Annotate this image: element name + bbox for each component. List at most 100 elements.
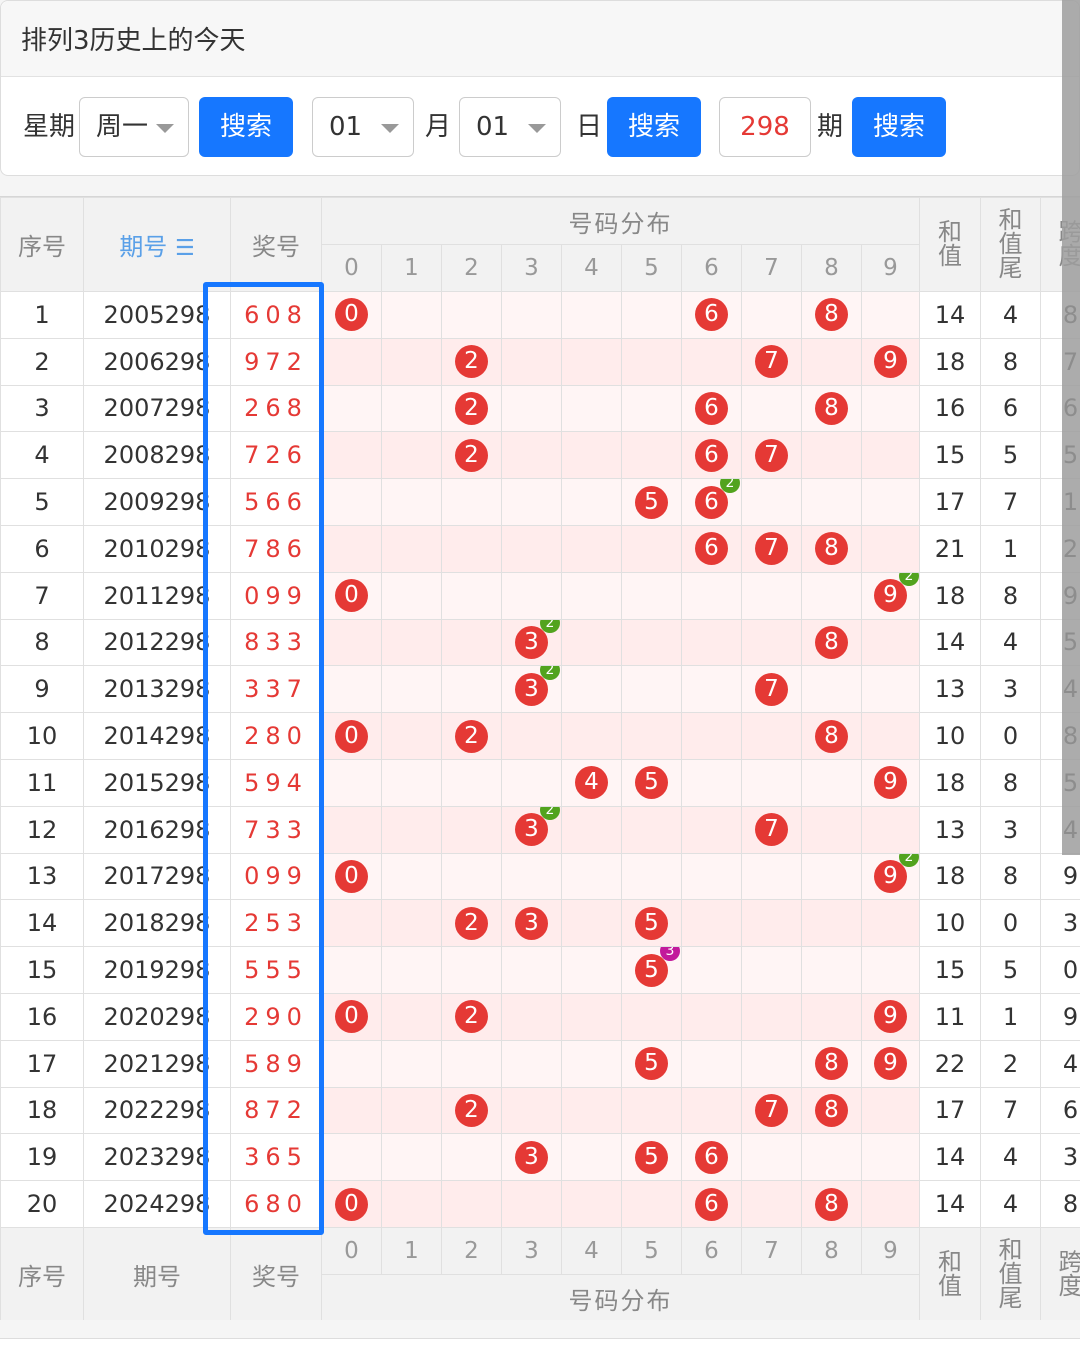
digit-cell bbox=[861, 665, 920, 714]
week-select[interactable]: 周一 bbox=[79, 97, 189, 157]
footer-digit-3: 3 bbox=[501, 1226, 562, 1275]
digit-ball: 0 bbox=[335, 298, 368, 332]
digit-cell bbox=[561, 712, 622, 760]
row-number: 972 bbox=[230, 337, 322, 386]
digit-cell: 8 bbox=[801, 384, 862, 433]
digit-ball: 3 bbox=[515, 906, 548, 940]
digit-ball: 2 bbox=[455, 906, 488, 940]
row-sum: 14 bbox=[919, 1180, 981, 1228]
row-sum-tail: 8 bbox=[980, 571, 1041, 620]
footer-digit-9: 9 bbox=[861, 1226, 920, 1275]
footer-span: 跨度 bbox=[1040, 1226, 1080, 1320]
digit-cell bbox=[861, 524, 920, 573]
digit-ball: 8 bbox=[815, 298, 848, 332]
digit-cell bbox=[381, 805, 442, 854]
row-number: 280 bbox=[230, 712, 322, 760]
row-sum-tail: 0 bbox=[980, 712, 1041, 760]
digit-cell bbox=[741, 384, 802, 433]
digit-cell bbox=[561, 618, 622, 667]
row-issue: 2007298 bbox=[83, 384, 231, 433]
digit-cell: 7 bbox=[741, 337, 802, 386]
row-issue: 2009298 bbox=[83, 478, 231, 526]
row-sum: 18 bbox=[919, 758, 981, 807]
header-distribution: 号码分布 bbox=[321, 197, 920, 245]
footer-sum-tail: 和值尾 bbox=[980, 1226, 1041, 1320]
month-select[interactable]: 01 bbox=[312, 97, 414, 157]
row-sum: 18 bbox=[919, 337, 981, 386]
digit-cell bbox=[441, 618, 502, 667]
row-issue: 2006298 bbox=[83, 337, 231, 386]
footer-digit-2: 2 bbox=[441, 1226, 502, 1275]
table-row: 920132983373271334 bbox=[0, 665, 1080, 714]
digit-cell bbox=[621, 524, 682, 573]
digit-cell: 0 bbox=[321, 712, 382, 760]
digit-cell: 6 bbox=[681, 1133, 742, 1182]
row-seq: 3 bbox=[0, 384, 84, 433]
digit-cell bbox=[561, 1180, 622, 1228]
search-by-week-button[interactable]: 搜索 bbox=[199, 97, 293, 157]
digit-cell: 3 bbox=[501, 899, 562, 948]
row-seq: 20 bbox=[0, 1180, 84, 1228]
row-sum-tail: 3 bbox=[980, 805, 1041, 854]
footer-digit-0: 0 bbox=[321, 1226, 382, 1275]
digit-cell bbox=[381, 899, 442, 948]
scrollbar[interactable] bbox=[1062, 0, 1080, 855]
digit-cell bbox=[381, 478, 442, 526]
digit-cell: 3 bbox=[501, 1133, 562, 1182]
digit-ball: 6 bbox=[695, 391, 728, 425]
row-number: 589 bbox=[230, 1039, 322, 1088]
digit-cell bbox=[381, 665, 442, 714]
row-sum: 14 bbox=[919, 618, 981, 667]
issue-input[interactable]: 298 bbox=[719, 97, 811, 157]
row-sum: 17 bbox=[919, 1086, 981, 1135]
day-select-value: 01 bbox=[476, 112, 510, 142]
week-select-value: 周一 bbox=[96, 112, 149, 142]
row-sum-tail: 4 bbox=[980, 618, 1041, 667]
search-by-issue-button[interactable]: 搜索 bbox=[852, 97, 946, 157]
search-by-date-button[interactable]: 搜索 bbox=[607, 97, 701, 157]
digit-cell bbox=[801, 478, 862, 526]
digit-cell bbox=[561, 852, 622, 901]
row-issue: 2018298 bbox=[83, 899, 231, 948]
row-issue: 2008298 bbox=[83, 431, 231, 480]
header-digit-5: 5 bbox=[621, 244, 682, 292]
digit-cell: 0 bbox=[321, 852, 382, 901]
chevron-down-icon bbox=[528, 124, 546, 133]
digit-cell bbox=[381, 384, 442, 433]
digit-ball: 4 bbox=[575, 766, 608, 800]
digit-cell bbox=[861, 1133, 920, 1182]
row-issue: 2011298 bbox=[83, 571, 231, 620]
digit-cell bbox=[501, 1086, 562, 1135]
table-row: 820122988333281445 bbox=[0, 618, 1080, 667]
digit-cell: 5 bbox=[621, 758, 682, 807]
digit-cell bbox=[741, 712, 802, 760]
day-select[interactable]: 01 bbox=[459, 97, 561, 157]
row-number: 726 bbox=[230, 431, 322, 480]
footer-digit-6: 6 bbox=[681, 1226, 742, 1275]
digit-cell bbox=[621, 1086, 682, 1135]
digit-cell: 0 bbox=[321, 1180, 382, 1228]
digit-cell bbox=[441, 665, 502, 714]
digit-cell bbox=[621, 992, 682, 1041]
row-sum-tail: 5 bbox=[980, 946, 1041, 994]
month-select-value: 01 bbox=[329, 112, 363, 142]
digit-cell bbox=[681, 1039, 742, 1088]
digit-cell: 5 bbox=[621, 1039, 682, 1088]
digit-cell bbox=[321, 805, 382, 854]
digit-cell: 5 bbox=[621, 478, 682, 526]
digit-ball: 7 bbox=[755, 532, 788, 566]
sort-icon[interactable]: ☰ bbox=[174, 236, 195, 261]
digit-cell bbox=[381, 1086, 442, 1135]
digit-cell bbox=[381, 1180, 442, 1228]
row-seq: 13 bbox=[0, 852, 84, 901]
digit-cell bbox=[861, 618, 920, 667]
row-number: 680 bbox=[230, 1180, 322, 1228]
header-issue[interactable]: 期号 ☰ bbox=[83, 197, 231, 292]
